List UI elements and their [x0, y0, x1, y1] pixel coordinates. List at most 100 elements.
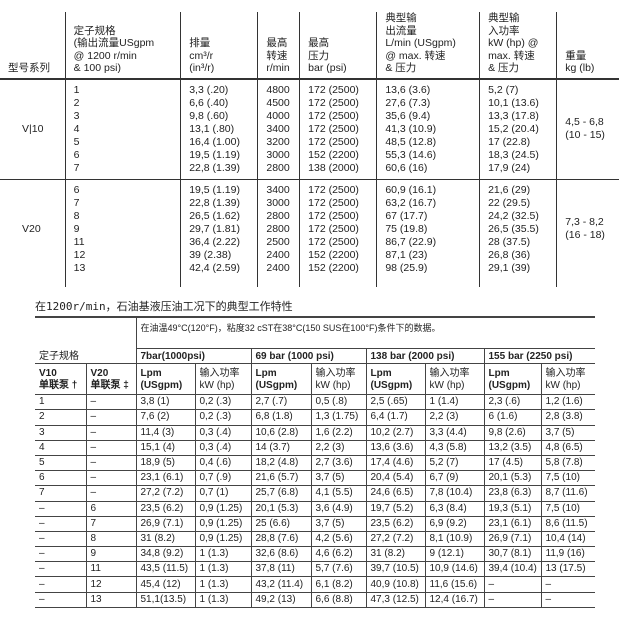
table-cell: 2,7 (3.6) [310, 455, 366, 472]
pressure-value: 172 (2500) [308, 122, 359, 135]
table-cell: 21,6 (5.7) [250, 470, 311, 487]
table-cell: 23,1 (6.1) [135, 470, 195, 487]
series-group-V10: V|10 1 2 3 4 5 6 7 3,3 (.20) 6,6 (.40) 9,8 (.60) 13… [0, 78, 619, 180]
col-flow: 13,6 (3.6) 27,6 (7.3) 35,6 (9.4) 41,3 (10.9… [376, 78, 480, 180]
table-cell: – [540, 592, 595, 608]
series-name: V20 [22, 222, 41, 235]
flow-value: 55,3 (14.6) [385, 148, 437, 161]
table-cell: 13 (17.5) [540, 561, 595, 578]
table-cell: – [35, 576, 86, 593]
table-cell: 10,9 (14.6) [424, 561, 484, 578]
table-cell: 4,1 (5.5) [310, 485, 366, 502]
table-cell: 7,5 (10) [540, 470, 595, 487]
table-cell: – [35, 561, 86, 578]
power-header: 输入功率 kW (hp) [424, 363, 484, 396]
table-row: 7–27,2 (7.2) 0,7 (1) 25,7 (6.8) 4,1 (5.5) 24… [35, 485, 595, 502]
table-cell: 12,4 (16.7) [424, 592, 484, 608]
table-cell: 2,7 (.7) [250, 394, 311, 411]
weight-value: 7,3 - 8,2 (16 - 18) [556, 179, 619, 287]
size-value: 7 [73, 196, 80, 209]
col-v20: V20 单联泵 ‡ [85, 363, 136, 396]
table-cell: 27,2 (7.2) [135, 485, 195, 502]
table-cell: – [483, 576, 541, 593]
table-cell: 13,6 (3.6) [365, 440, 425, 456]
table-cell: 5 [35, 455, 86, 472]
table-row: 2–7,6 (2) 0,2 (.3) 6,8 (1.8) 1,3 (1.75) 6,4 … [35, 409, 595, 426]
table-cell: 8,6 (11.5) [540, 516, 595, 532]
displacement-value: 42,4 (2.59) [189, 261, 240, 274]
pressure-value: 152 (2200) [308, 248, 359, 261]
table-cell: 8 [85, 531, 136, 548]
table-cell: 37,8 (11) [250, 561, 311, 578]
table-cell: – [85, 394, 136, 411]
col-power: 5,2 (7) 10,1 (13.6) 13,3 (17.8) 15,2 (20.4)… [479, 78, 557, 180]
table-cell: 7,5 (10) [540, 501, 595, 517]
table-cell: 47,3 (12.5) [365, 592, 425, 608]
table-cell: 4,6 (6.2) [310, 546, 366, 563]
table-cell: 1,6 (2.2) [310, 425, 366, 441]
displacement-value: 19,5 (1.19) [189, 148, 240, 161]
col-displacement: 19,5 (1.19) 22,8 (1.39) 26,5 (1.62) 29,7 (1… [180, 179, 258, 287]
flow-value: 27,6 (7.3) [385, 96, 431, 109]
table-cell: 4 [35, 440, 86, 456]
table-cell: 4,2 (5.6) [310, 531, 366, 548]
col-pressure: 172 (2500) 172 (2500) 172 (2500) 172 (2500)… [299, 78, 377, 180]
pressure-value: 172 (2500) [308, 235, 359, 248]
table-cell: 3,7 (5) [540, 425, 595, 441]
table-cell: 27,2 (7.2) [365, 531, 425, 548]
table-cell: 26,9 (7.1) [483, 531, 541, 548]
size-value: 6 [73, 148, 80, 161]
table-cell: 14 (3.7) [250, 440, 311, 456]
table-cell: 8,1 (10.9) [424, 531, 484, 548]
displacement-value: 13,1 (.80) [189, 122, 235, 135]
speed-value: 3000 [266, 148, 290, 161]
table-cell: 23,8 (6.3) [483, 485, 541, 502]
displacement-value: 36,4 (2.22) [189, 235, 240, 248]
table-cell: – [85, 485, 136, 502]
table-cell: 5,7 (7.6) [310, 561, 366, 578]
table-row: 5–18,9 (5) 0,4 (.6) 18,2 (4.8) 2,7 (3.6) 17,… [35, 455, 595, 472]
col-speed: 3400 3000 2800 2800 2500 2400 2400 [257, 179, 300, 287]
table-cell: 39,7 (10.5) [365, 561, 425, 578]
power-value: 13,3 (17.8) [488, 109, 539, 122]
power-value: 17 (22.8) [488, 135, 531, 148]
table-cell: 6,7 (9) [424, 470, 484, 487]
table-cell: 0,3 (.4) [194, 425, 251, 441]
pressure-value: 172 (2500) [308, 83, 359, 96]
table-cell: 3,3 (4.4) [424, 425, 484, 441]
table-cell: – [35, 501, 86, 517]
col-speed: 4800 4500 4000 3400 3200 3000 2800 [257, 78, 300, 180]
speed-value: 3000 [266, 196, 290, 209]
table-cell: 26,9 (7.1) [135, 516, 195, 532]
table-cell: – [540, 576, 595, 593]
table-cell: 5,2 (7) [424, 455, 484, 472]
table-cell: 3 [35, 425, 86, 441]
speed-value: 2800 [266, 222, 290, 235]
displacement-value: 9,8 (.60) [189, 109, 229, 122]
table-row: –13 51,1(13.5) 1 (1.3) 49,2 (13) 6,6 (8.8) 47… [35, 592, 595, 608]
displacement-value: 19,5 (1.19) [189, 183, 240, 196]
table-cell: 32,6 (8.6) [250, 546, 311, 563]
power-value: 15,2 (20.4) [488, 122, 539, 135]
table-cell: 1,3 (1.75) [310, 409, 366, 426]
table-cell: 2 [35, 409, 86, 426]
displacement-value: 3,3 (.20) [189, 83, 229, 96]
flow-value: 63,2 (16.7) [385, 196, 437, 209]
displacement-value: 22,8 (1.39) [189, 161, 240, 174]
table-cell: 1 (1.3) [194, 546, 251, 563]
flow-value: 87,1 (23) [385, 248, 428, 261]
col-power: 21,6 (29) 22 (29.5) 24,2 (32.5) 26,5 (35.5)… [479, 179, 557, 287]
table-cell: 23,5 (6.2) [365, 516, 425, 532]
table-cell: 18,9 (5) [135, 455, 195, 472]
table-cell: 6,9 (9.2) [424, 516, 484, 532]
table-cell: 15,1 (4) [135, 440, 195, 456]
power-value: 28 (37.5) [488, 235, 531, 248]
speed-value: 4500 [266, 96, 290, 109]
size-value: 2 [73, 96, 80, 109]
table-cell: 1 (1.3) [194, 576, 251, 593]
table-cell: 10,6 (2.8) [250, 425, 311, 441]
table-cell: 9,8 (2.6) [483, 425, 541, 441]
table-cell: – [35, 592, 86, 608]
col-flow: 60,9 (16.1) 63,2 (16.7) 67 (17.7) 75 (19.8)… [376, 179, 480, 287]
spec-header-2: 排量 cm³/r (in³/r) [180, 12, 258, 80]
